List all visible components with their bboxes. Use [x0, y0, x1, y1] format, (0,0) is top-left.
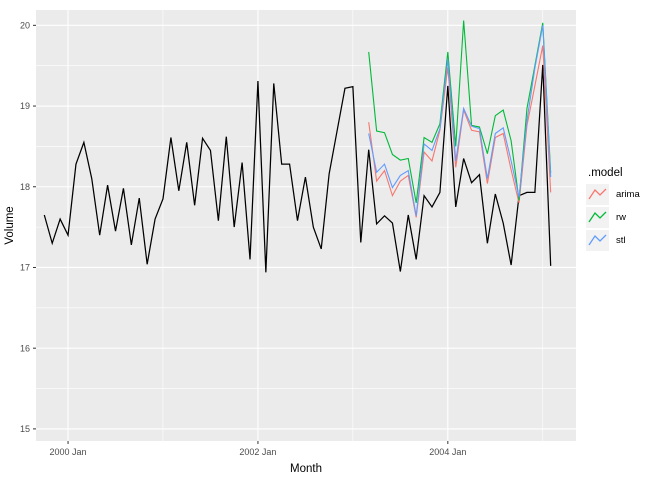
series-line-actual — [43, 64, 552, 273]
legend-item-arima: arima — [586, 184, 670, 205]
legend-key-line-rw — [588, 211, 607, 223]
y-tick-label: 19 — [20, 101, 30, 111]
y-tick-label: 15 — [20, 424, 30, 434]
legend-label-arima: arima — [616, 189, 640, 200]
legend: .model arima rw stl — [586, 167, 670, 253]
legend-key-line-arima — [588, 188, 607, 200]
x-tick-label: 2002 Jan — [239, 447, 276, 457]
legend-item-stl: stl — [586, 230, 670, 251]
line-sample-icon — [588, 188, 607, 200]
legend-key-line-stl — [588, 234, 607, 246]
series-line-stl — [368, 25, 552, 216]
legend-key-arima — [586, 184, 609, 205]
y-tick-label: 18 — [20, 182, 30, 192]
legend-key-rw — [586, 207, 609, 228]
y-tick-label: 20 — [20, 21, 30, 31]
plot-panel — [36, 10, 576, 441]
line-sample-icon — [588, 211, 607, 223]
x-axis-title: Month — [290, 463, 322, 475]
y-axis-title: Volume — [4, 206, 16, 244]
y-tick-label: 16 — [20, 343, 30, 353]
legend-item-rw: rw — [586, 207, 670, 228]
legend-key-stl — [586, 230, 609, 251]
line-sample-icon — [588, 234, 607, 246]
legend-label-stl: stl — [616, 235, 626, 246]
x-tick-label: 2004 Jan — [429, 447, 466, 457]
legend-title: .model — [588, 167, 623, 179]
x-tick-label: 2000 Jan — [50, 447, 87, 457]
y-tick-label: 17 — [20, 263, 30, 273]
legend-label-rw: rw — [616, 212, 627, 223]
